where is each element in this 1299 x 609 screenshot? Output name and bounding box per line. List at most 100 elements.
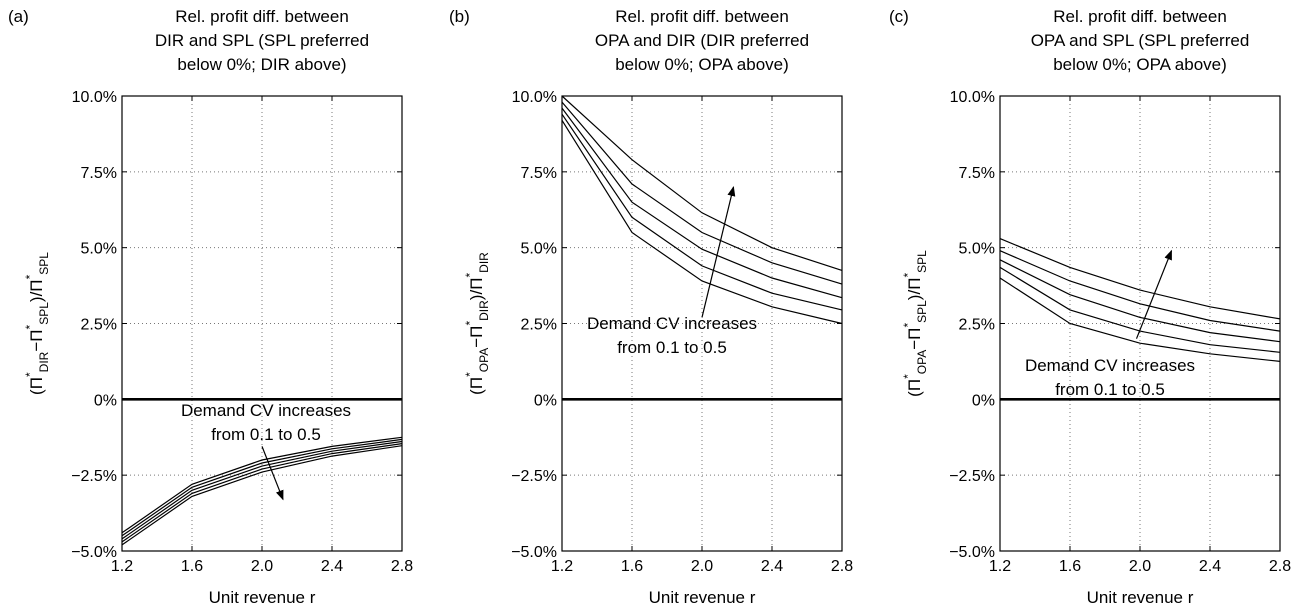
x-axis-label: Unit revenue r [649, 588, 756, 607]
series-line-1 [561, 119, 843, 325]
y-tick-label: −5.0% [71, 544, 117, 561]
series-line-3 [561, 107, 843, 299]
series-line-2 [121, 438, 403, 537]
y-tick-label: 2.5% [521, 317, 557, 334]
chart-title-line: Rel. profit diff. between [615, 7, 789, 26]
y-tick-label: 0% [534, 392, 557, 409]
y-axis-label-part: −Π [27, 329, 46, 351]
y-tick-label: −5.0% [949, 544, 995, 561]
x-tick-label: 2.8 [831, 558, 853, 575]
y-axis-label-part: * [23, 372, 37, 377]
y-axis-label-part: * [463, 372, 477, 377]
y-axis-label: (Π*OPA−Π*SPL)/Π*SPL [901, 250, 929, 397]
annotation-text-line: from 0.1 to 0.5 [617, 338, 727, 357]
x-tick-label: 2.8 [1269, 558, 1291, 575]
y-tick-label: 0% [94, 392, 117, 409]
series-line-1 [121, 436, 403, 534]
chart-panel-2: (b) Rel. profit diff. between OPA and DIR … [449, 7, 853, 607]
annotation-arrow [261, 446, 284, 501]
x-tick-label: 1.6 [621, 558, 643, 575]
y-tick-label: −2.5% [511, 468, 557, 485]
y-tick-label: −5.0% [511, 544, 557, 561]
y-axis-label-part: SPL [37, 302, 51, 325]
chart-title-line: OPA and SPL (SPL preferred [1031, 31, 1250, 50]
y-axis-label-part: OPA [477, 348, 491, 372]
annotation-text-line: from 0.1 to 0.5 [211, 425, 321, 444]
y-axis-label-part: * [901, 273, 915, 278]
y-axis-label-part: * [463, 321, 477, 326]
panel-label: (c) [889, 7, 909, 26]
y-tick-label: 5.0% [959, 241, 995, 258]
x-tick-label: 1.2 [551, 558, 573, 575]
x-tick-label: 2.0 [1129, 558, 1151, 575]
y-tick-label: 5.0% [521, 241, 557, 258]
annotation-arrow [701, 186, 736, 318]
y-tick-label: −2.5% [71, 468, 117, 485]
y-axis-label-part: (Π [905, 379, 924, 397]
series-line-5 [121, 445, 403, 546]
x-axis-label: Unit revenue r [209, 588, 316, 607]
y-axis-label-part: )/Π [27, 279, 46, 302]
x-tick-label: 2.4 [1199, 558, 1221, 575]
y-tick-label: 10.0% [72, 89, 117, 106]
chart-title-line: below 0%; OPA above) [1053, 55, 1227, 74]
y-axis-label-part: )/Π [467, 278, 486, 301]
x-tick-label: 2.4 [321, 558, 343, 575]
series-line-2 [561, 113, 843, 311]
annotation-arrow [1135, 249, 1173, 339]
series-line-3 [121, 440, 403, 540]
y-axis-label-part: −Π [467, 326, 486, 348]
x-tick-label: 2.4 [761, 558, 783, 575]
y-axis-label-part: SPL [915, 300, 929, 323]
series-line-1 [999, 277, 1281, 362]
y-axis-label: (Π*DIR−Π*SPL)/Π*SPL [23, 252, 51, 395]
y-axis-label-part: (Π [27, 377, 46, 395]
y-axis-label-part: (Π [467, 377, 486, 395]
y-tick-label: 10.0% [512, 89, 557, 106]
x-tick-label: 1.2 [989, 558, 1011, 575]
y-tick-label: 10.0% [950, 89, 995, 106]
annotation-text-line: Demand CV increases [1025, 356, 1195, 375]
y-axis-label-part: OPA [915, 350, 929, 374]
y-axis-label-part: * [23, 274, 37, 279]
series-line-4 [999, 250, 1281, 332]
annotation-text-line: Demand CV increases [587, 314, 757, 333]
chart-title-line: Rel. profit diff. between [175, 7, 349, 26]
y-tick-label: 0% [972, 392, 995, 409]
y-axis-label-part: SPL [37, 252, 51, 275]
y-axis-label-part: SPL [915, 250, 929, 273]
y-tick-label: 2.5% [959, 317, 995, 334]
x-tick-label: 1.2 [111, 558, 133, 575]
y-axis-label-part: DIR [37, 351, 51, 372]
x-tick-label: 1.6 [1059, 558, 1081, 575]
series-line-3 [999, 259, 1281, 343]
series-line-4 [561, 101, 843, 285]
y-tick-label: 7.5% [81, 165, 117, 182]
y-axis-label-part: −Π [905, 328, 924, 350]
chart-panel-1: (a) Rel. profit diff. between DIR and SPL … [8, 7, 413, 607]
y-axis-label-part: DIR [477, 300, 491, 321]
series-line-4 [121, 443, 403, 543]
chart-panel-3: (c) Rel. profit diff. between OPA and SPL … [889, 7, 1291, 607]
x-tick-label: 2.0 [251, 558, 273, 575]
x-tick-label: 2.8 [391, 558, 413, 575]
series-line-5 [561, 95, 843, 271]
panel-label: (b) [449, 7, 470, 26]
y-axis-label: (Π*OPA−Π*DIR)/Π*DIR [463, 252, 491, 395]
y-axis-label-part: * [23, 324, 37, 329]
y-axis-label-part: DIR [477, 252, 491, 273]
x-tick-label: 2.0 [691, 558, 713, 575]
y-axis-label-part: )/Π [905, 278, 924, 301]
chart-title-line: OPA and DIR (DIR preferred [595, 31, 809, 50]
x-tick-label: 1.6 [181, 558, 203, 575]
y-axis-label-part: * [901, 323, 915, 328]
y-axis-label-part: * [901, 374, 915, 379]
x-axis-label: Unit revenue r [1087, 588, 1194, 607]
chart-title-line: Rel. profit diff. between [1053, 7, 1227, 26]
chart-title-line: below 0%; DIR above) [177, 55, 346, 74]
y-axis-label-part: * [463, 273, 477, 278]
y-tick-label: 5.0% [81, 241, 117, 258]
y-tick-label: −2.5% [949, 468, 995, 485]
y-tick-label: 7.5% [959, 165, 995, 182]
